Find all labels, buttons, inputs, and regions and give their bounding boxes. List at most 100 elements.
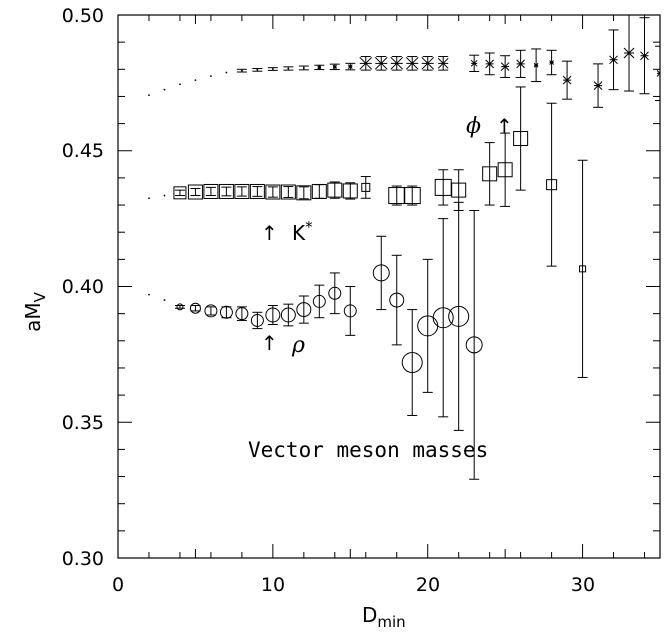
point-marker [187, 184, 203, 200]
point-marker [389, 292, 405, 308]
point-marker [189, 302, 201, 314]
data-point [179, 83, 181, 86]
data-point [421, 56, 435, 71]
point-marker [296, 302, 312, 318]
data-point [401, 309, 423, 416]
data-point [163, 299, 166, 301]
kstar-label-sup: * [305, 218, 313, 236]
data-point [405, 56, 419, 71]
point-marker [513, 131, 529, 147]
point-marker [432, 307, 454, 329]
data-point [311, 183, 327, 199]
data-point [655, 45, 660, 102]
kstar-label-main: K [292, 221, 306, 245]
data-point [314, 64, 325, 71]
data-point [359, 56, 373, 71]
y-axis-title-main: aM [21, 302, 45, 332]
point-marker [250, 313, 264, 327]
chart-title: Vector meson masses [248, 438, 488, 462]
point-marker [562, 75, 572, 85]
data-point [389, 254, 405, 346]
data-point [236, 68, 247, 73]
data-point [235, 306, 249, 321]
point-marker [485, 59, 495, 69]
y-tick-labels: 0.30 0.35 0.40 0.45 0.50 [62, 5, 104, 570]
data-point [219, 305, 233, 319]
point-marker [549, 60, 554, 65]
x-axis-title-sub: min [377, 613, 405, 631]
point-marker [234, 183, 250, 199]
point-marker [437, 57, 449, 69]
series-phi [148, 15, 660, 108]
data-point [296, 185, 312, 201]
data-point [448, 201, 470, 431]
point-marker [403, 187, 421, 205]
point-marker [579, 265, 587, 273]
data-point [432, 218, 454, 418]
point-marker [405, 56, 419, 70]
point-marker [280, 307, 296, 323]
data-point [250, 311, 264, 330]
data-point [265, 184, 281, 200]
axes-frame-group [117, 14, 661, 559]
data-point [189, 302, 201, 314]
data-point [372, 235, 390, 311]
point-marker [546, 179, 558, 191]
data-point [623, 15, 635, 92]
point-marker [163, 299, 166, 301]
data-point [163, 194, 166, 197]
data-point [360, 176, 371, 199]
point-marker [342, 183, 358, 199]
point-marker [388, 187, 406, 205]
point-marker [451, 182, 467, 198]
point-marker [249, 183, 265, 199]
phi-label: ϕ [466, 114, 481, 139]
x-axis-title: Dmin [362, 603, 406, 631]
series-rho [148, 201, 483, 480]
point-marker [148, 94, 150, 96]
point-marker [497, 162, 513, 178]
point-marker [176, 303, 184, 311]
y-tick-label-2: 0.40 [62, 276, 104, 298]
data-point [173, 186, 187, 200]
point-marker [235, 307, 249, 321]
data-marks-group [148, 15, 660, 480]
point-marker [302, 67, 305, 69]
axis-ticks-group [117, 14, 661, 559]
point-marker [401, 352, 423, 374]
data-point [298, 65, 309, 71]
data-point [280, 303, 296, 327]
data-point [374, 56, 388, 71]
point-marker [210, 75, 212, 77]
point-marker [327, 182, 343, 198]
point-marker [361, 182, 371, 192]
point-marker [500, 62, 510, 71]
point-marker [163, 88, 166, 91]
data-point [593, 63, 604, 108]
kstar-arrow: ↑ [261, 221, 278, 245]
data-point [312, 284, 326, 319]
point-marker [347, 64, 353, 69]
data-point [482, 142, 498, 206]
data-point [531, 48, 542, 83]
point-marker [640, 51, 649, 61]
data-point [329, 63, 340, 71]
data-point [500, 55, 511, 78]
data-point [417, 258, 439, 393]
y-axis-title: aMV [21, 291, 49, 332]
point-marker [240, 69, 243, 72]
data-point [345, 62, 356, 71]
data-point [187, 184, 203, 200]
data-point [484, 52, 495, 76]
data-point [639, 17, 650, 95]
rho-arrow: ↑ [261, 331, 278, 355]
data-point [608, 29, 619, 91]
point-marker [296, 185, 312, 201]
point-marker [148, 293, 150, 296]
point-marker [343, 304, 357, 318]
point-marker [163, 194, 166, 197]
point-marker [265, 184, 281, 200]
data-point [296, 295, 312, 324]
point-marker [312, 294, 326, 308]
